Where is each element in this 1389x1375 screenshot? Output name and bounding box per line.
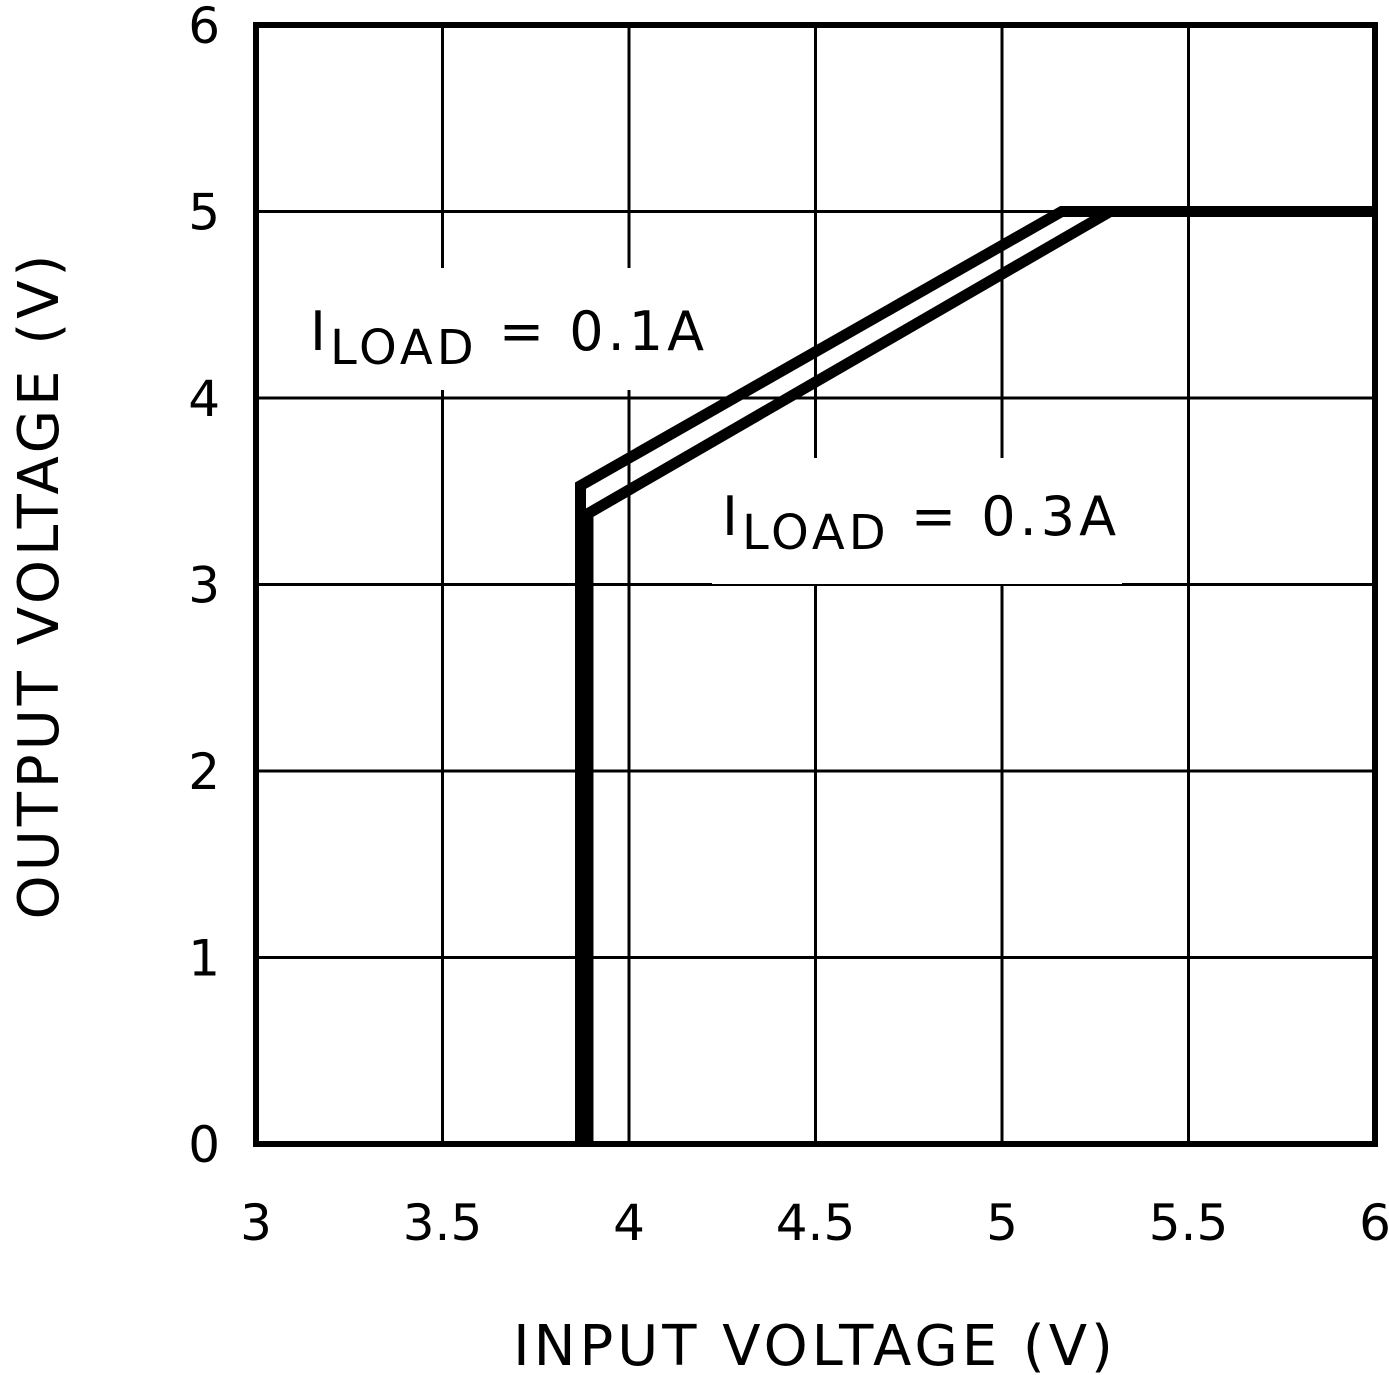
x-tick-label: 5.5	[1149, 1194, 1229, 1252]
series-label-0.3a: ILOAD = 0.3A	[722, 485, 1120, 561]
y-tick-label: 0	[188, 1116, 220, 1174]
y-axis-label: OUTPUT VOLTAGE (V)	[7, 251, 72, 920]
x-tick-label: 4	[613, 1194, 645, 1252]
x-tick-label: 3	[240, 1194, 272, 1252]
y-tick-label: 4	[188, 370, 220, 428]
series-label-0.1a: ILOAD = 0.1A	[310, 300, 708, 376]
x-tick-label: 5	[986, 1194, 1018, 1252]
y-tick-label: 3	[188, 557, 220, 615]
plot-frame	[253, 22, 1378, 1147]
y-tick-label: 6	[188, 0, 220, 55]
label-backgrounds	[300, 268, 1122, 584]
x-axis-label: INPUT VOLTAGE (V)	[513, 1314, 1117, 1375]
y-tick-label: 2	[188, 743, 220, 801]
y-tick-label: 1	[188, 930, 220, 988]
x-tick-label: 4.5	[776, 1194, 856, 1252]
grid	[254, 23, 1377, 1146]
x-tick-label: 6	[1359, 1194, 1389, 1252]
x-tick-label: 3.5	[403, 1194, 483, 1252]
tick-labels: 3 3.5 4 4.5 5 5.5 6 0 1 2 3 4 5 6	[188, 0, 1389, 1252]
y-tick-label: 5	[188, 184, 220, 242]
series	[575, 206, 1375, 1144]
series-line-1	[582, 206, 1375, 1144]
